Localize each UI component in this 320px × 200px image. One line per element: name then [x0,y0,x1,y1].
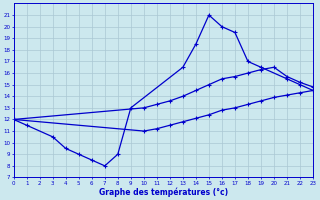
X-axis label: Graphe des températures (°c): Graphe des températures (°c) [99,187,228,197]
